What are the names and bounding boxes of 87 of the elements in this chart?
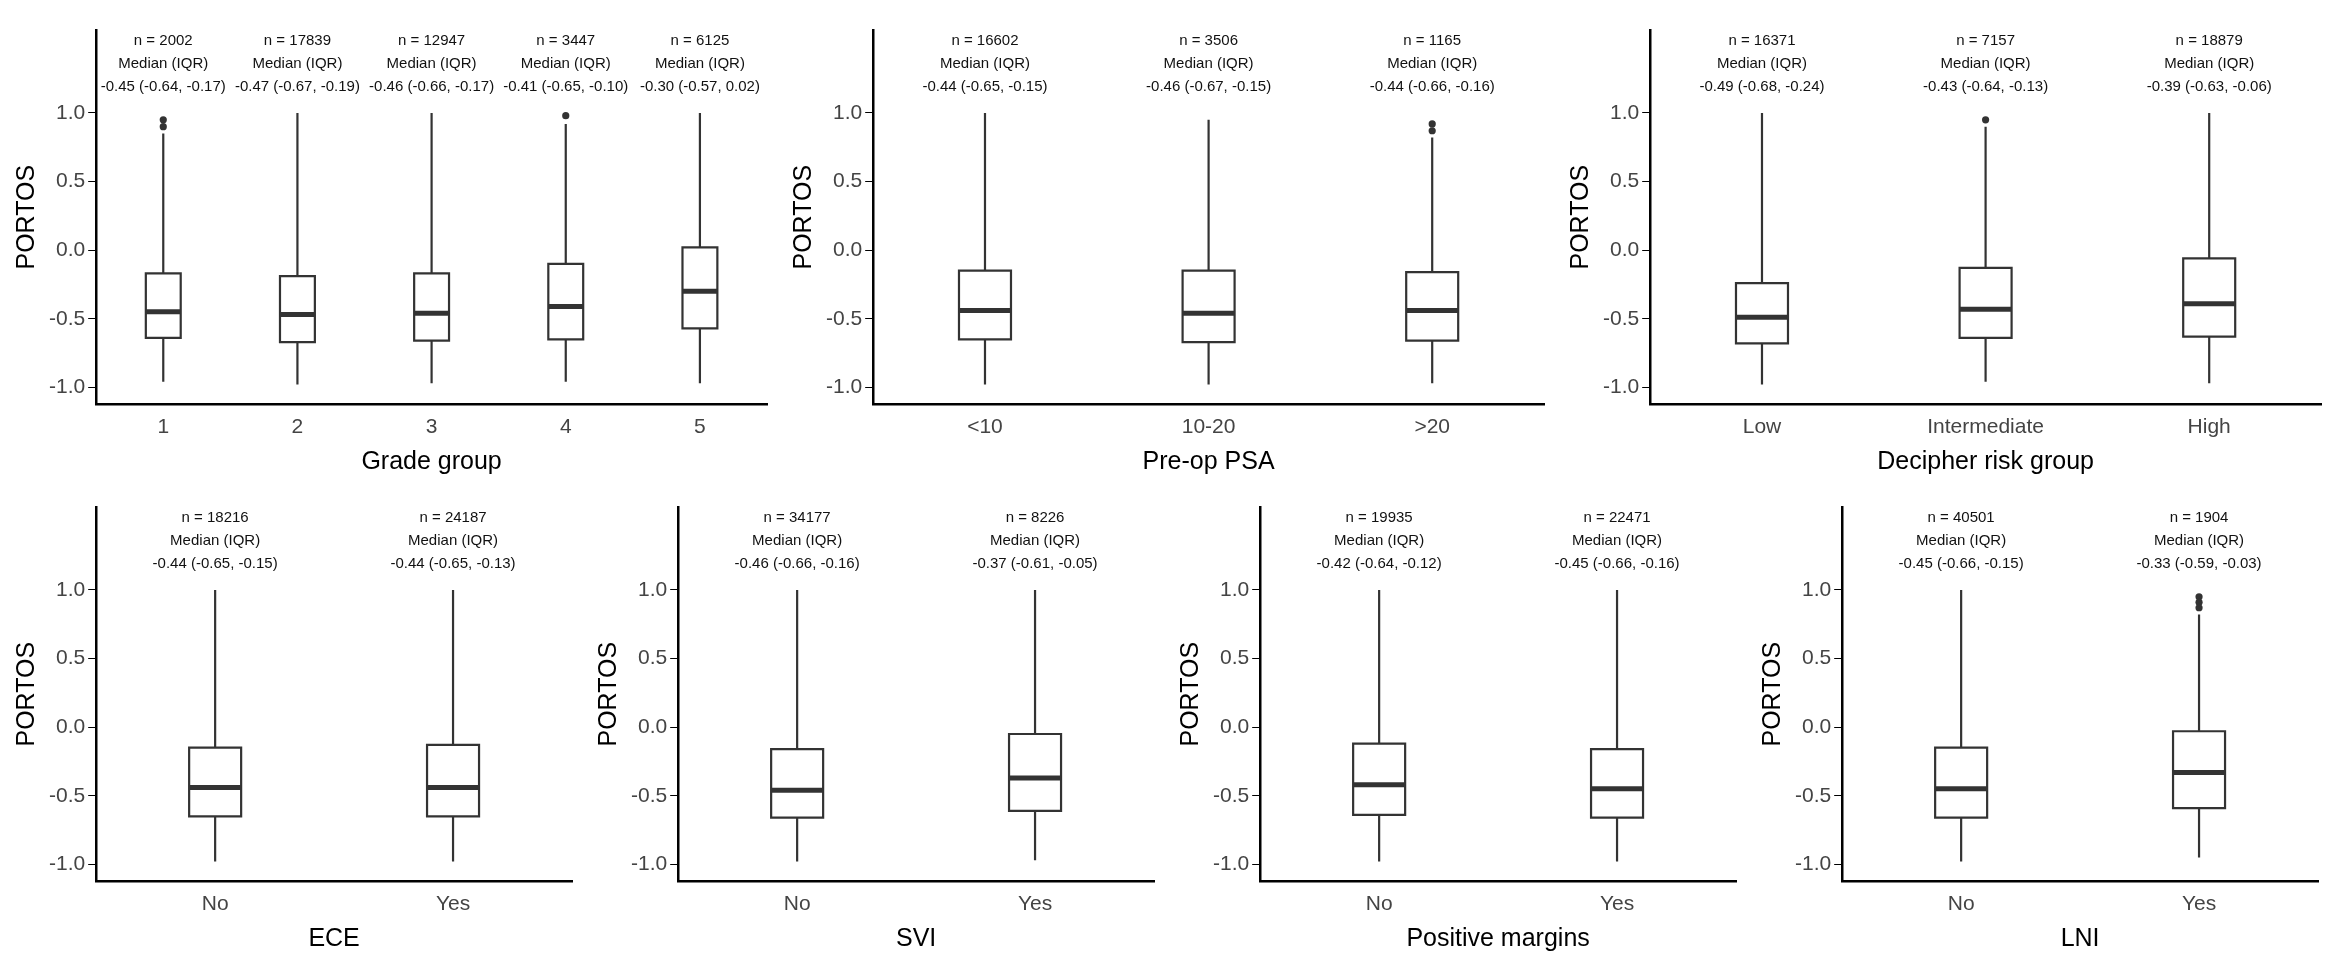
y-tick-label: 0.0 bbox=[1801, 713, 1832, 737]
y-tick-label: 0.5 bbox=[1609, 168, 1640, 192]
y-tick-label: -1.0 bbox=[826, 374, 863, 398]
x-tick-label: Yes bbox=[1599, 891, 1635, 915]
y-tick-label: 0.5 bbox=[55, 168, 86, 192]
y-tick-label: 0.0 bbox=[1609, 236, 1640, 260]
y-tick-label: -1.0 bbox=[49, 851, 86, 875]
annotation: n = 16602 Median (IQR) -0.44 (-0.65, -0.15) bbox=[922, 30, 1048, 94]
y-tick-label: 1.0 bbox=[637, 576, 668, 600]
y-tick-label: -0.5 bbox=[49, 782, 86, 806]
y-tick-label: 0.5 bbox=[55, 645, 86, 669]
y-tick-label: 0.5 bbox=[832, 168, 863, 192]
annotation: n = 3447 Median (IQR) -0.41 (-0.65, -0.10) bbox=[503, 30, 629, 94]
y-axis-title: PORTOS bbox=[592, 641, 621, 747]
y-tick-label: 0.0 bbox=[55, 236, 86, 260]
y-tick-label: 0.0 bbox=[1219, 713, 1250, 737]
annotation: n = 1904 Median (IQR) -0.33 (-0.59, -0.03) bbox=[2136, 507, 2262, 571]
y-tick-label: 1.0 bbox=[832, 99, 863, 123]
y-tick-label: 0.0 bbox=[55, 713, 86, 737]
x-tick-label: Yes bbox=[1017, 891, 1053, 915]
annotation: n = 22471 Median (IQR) -0.45 (-0.66, -0.16) bbox=[1554, 507, 1680, 571]
annotation: n = 1165 Median (IQR) -0.44 (-0.66, -0.16) bbox=[1369, 30, 1495, 94]
annotation: n = 19935 Median (IQR) -0.42 (-0.64, -0.12) bbox=[1316, 507, 1442, 571]
y-tick-label: 0.0 bbox=[832, 236, 863, 260]
x-tick-label: 1 bbox=[157, 414, 170, 438]
y-tick-label: 0.5 bbox=[1219, 645, 1250, 669]
y-tick-label: -0.5 bbox=[1213, 782, 1250, 806]
annotation: n = 17839 Median (IQR) -0.47 (-0.67, -0.19) bbox=[234, 30, 360, 94]
annotation: n = 12947 Median (IQR) -0.46 (-0.66, -0.17) bbox=[369, 30, 495, 94]
x-tick-label: >20 bbox=[1414, 414, 1451, 438]
x-tick-label: No bbox=[1947, 891, 1975, 915]
x-tick-label: Intermediate bbox=[1927, 414, 2044, 438]
x-tick-label: 2 bbox=[291, 414, 304, 438]
x-axis-title: Decipher risk group bbox=[1877, 445, 2094, 474]
y-tick-label: 0.5 bbox=[1801, 645, 1832, 669]
x-tick-label: Low bbox=[1742, 414, 1783, 438]
x-tick-label: No bbox=[1365, 891, 1393, 915]
y-axis-title: PORTOS bbox=[10, 164, 39, 270]
y-axis-title: PORTOS bbox=[1756, 641, 1785, 747]
y-tick-label: 1.0 bbox=[1801, 576, 1832, 600]
y-tick-label: -0.5 bbox=[631, 782, 668, 806]
x-tick-label: Yes bbox=[2181, 891, 2217, 915]
x-axis-title: ECE bbox=[308, 922, 360, 951]
y-tick-label: 0.5 bbox=[637, 645, 668, 669]
x-tick-label: <10 bbox=[967, 414, 1003, 438]
annotation: n = 16371 Median (IQR) -0.49 (-0.68, -0.24) bbox=[1699, 30, 1825, 94]
annotation: n = 34177 Median (IQR) -0.46 (-0.66, -0.16) bbox=[734, 507, 860, 571]
y-tick-label: -0.5 bbox=[49, 305, 86, 329]
y-tick-label: 1.0 bbox=[55, 99, 86, 123]
x-tick-label: No bbox=[201, 891, 229, 915]
y-tick-label: 1.0 bbox=[1219, 576, 1250, 600]
x-axis-title: Positive margins bbox=[1406, 922, 1590, 951]
x-axis-title: Pre-op PSA bbox=[1142, 445, 1275, 474]
y-tick-label: -0.5 bbox=[826, 305, 863, 329]
y-tick-label: -0.5 bbox=[1795, 782, 1832, 806]
y-axis-title: PORTOS bbox=[1174, 641, 1203, 747]
x-axis-title: LNI bbox=[2060, 922, 2100, 951]
annotation: n = 40501 Median (IQR) -0.45 (-0.66, -0.15) bbox=[1898, 507, 2024, 571]
y-tick-label: 1.0 bbox=[55, 576, 86, 600]
y-tick-label: -0.5 bbox=[1603, 305, 1640, 329]
y-axis-title: PORTOS bbox=[10, 641, 39, 747]
x-tick-label: 4 bbox=[559, 414, 572, 438]
annotation: n = 3506 Median (IQR) -0.46 (-0.67, -0.15) bbox=[1146, 30, 1272, 94]
y-tick-label: 1.0 bbox=[1609, 99, 1640, 123]
y-axis-title: PORTOS bbox=[787, 164, 816, 270]
x-tick-label: No bbox=[783, 891, 811, 915]
y-axis-title: PORTOS bbox=[1564, 164, 1593, 270]
annotation: n = 2002 Median (IQR) -0.45 (-0.64, -0.17) bbox=[100, 30, 226, 94]
y-tick-label: -1.0 bbox=[1603, 374, 1640, 398]
annotation: n = 24187 Median (IQR) -0.44 (-0.65, -0.13) bbox=[390, 507, 516, 571]
x-tick-label: 5 bbox=[694, 414, 706, 438]
annotation: n = 18216 Median (IQR) -0.44 (-0.65, -0.15) bbox=[152, 507, 278, 571]
y-tick-label: -1.0 bbox=[1213, 851, 1250, 875]
x-tick-label: 10-20 bbox=[1181, 414, 1236, 438]
x-axis-title: Grade group bbox=[361, 445, 502, 474]
x-tick-label: High bbox=[2187, 414, 2231, 438]
y-tick-label: -1.0 bbox=[1795, 851, 1832, 875]
x-tick-label: 3 bbox=[425, 414, 438, 438]
y-tick-label: 0.0 bbox=[637, 713, 668, 737]
x-axis-title: SVI bbox=[895, 922, 937, 951]
annotation: n = 7157 Median (IQR) -0.43 (-0.64, -0.13) bbox=[1923, 30, 2049, 94]
annotation: n = 8226 Median (IQR) -0.37 (-0.61, -0.05) bbox=[972, 507, 1098, 571]
y-tick-label: -1.0 bbox=[49, 374, 86, 398]
x-tick-label: Yes bbox=[435, 891, 471, 915]
annotation: n = 6125 Median (IQR) -0.30 (-0.57, 0.02) bbox=[639, 30, 760, 94]
y-tick-label: -1.0 bbox=[631, 851, 668, 875]
annotation: n = 18879 Median (IQR) -0.39 (-0.63, -0.06) bbox=[2146, 30, 2272, 94]
